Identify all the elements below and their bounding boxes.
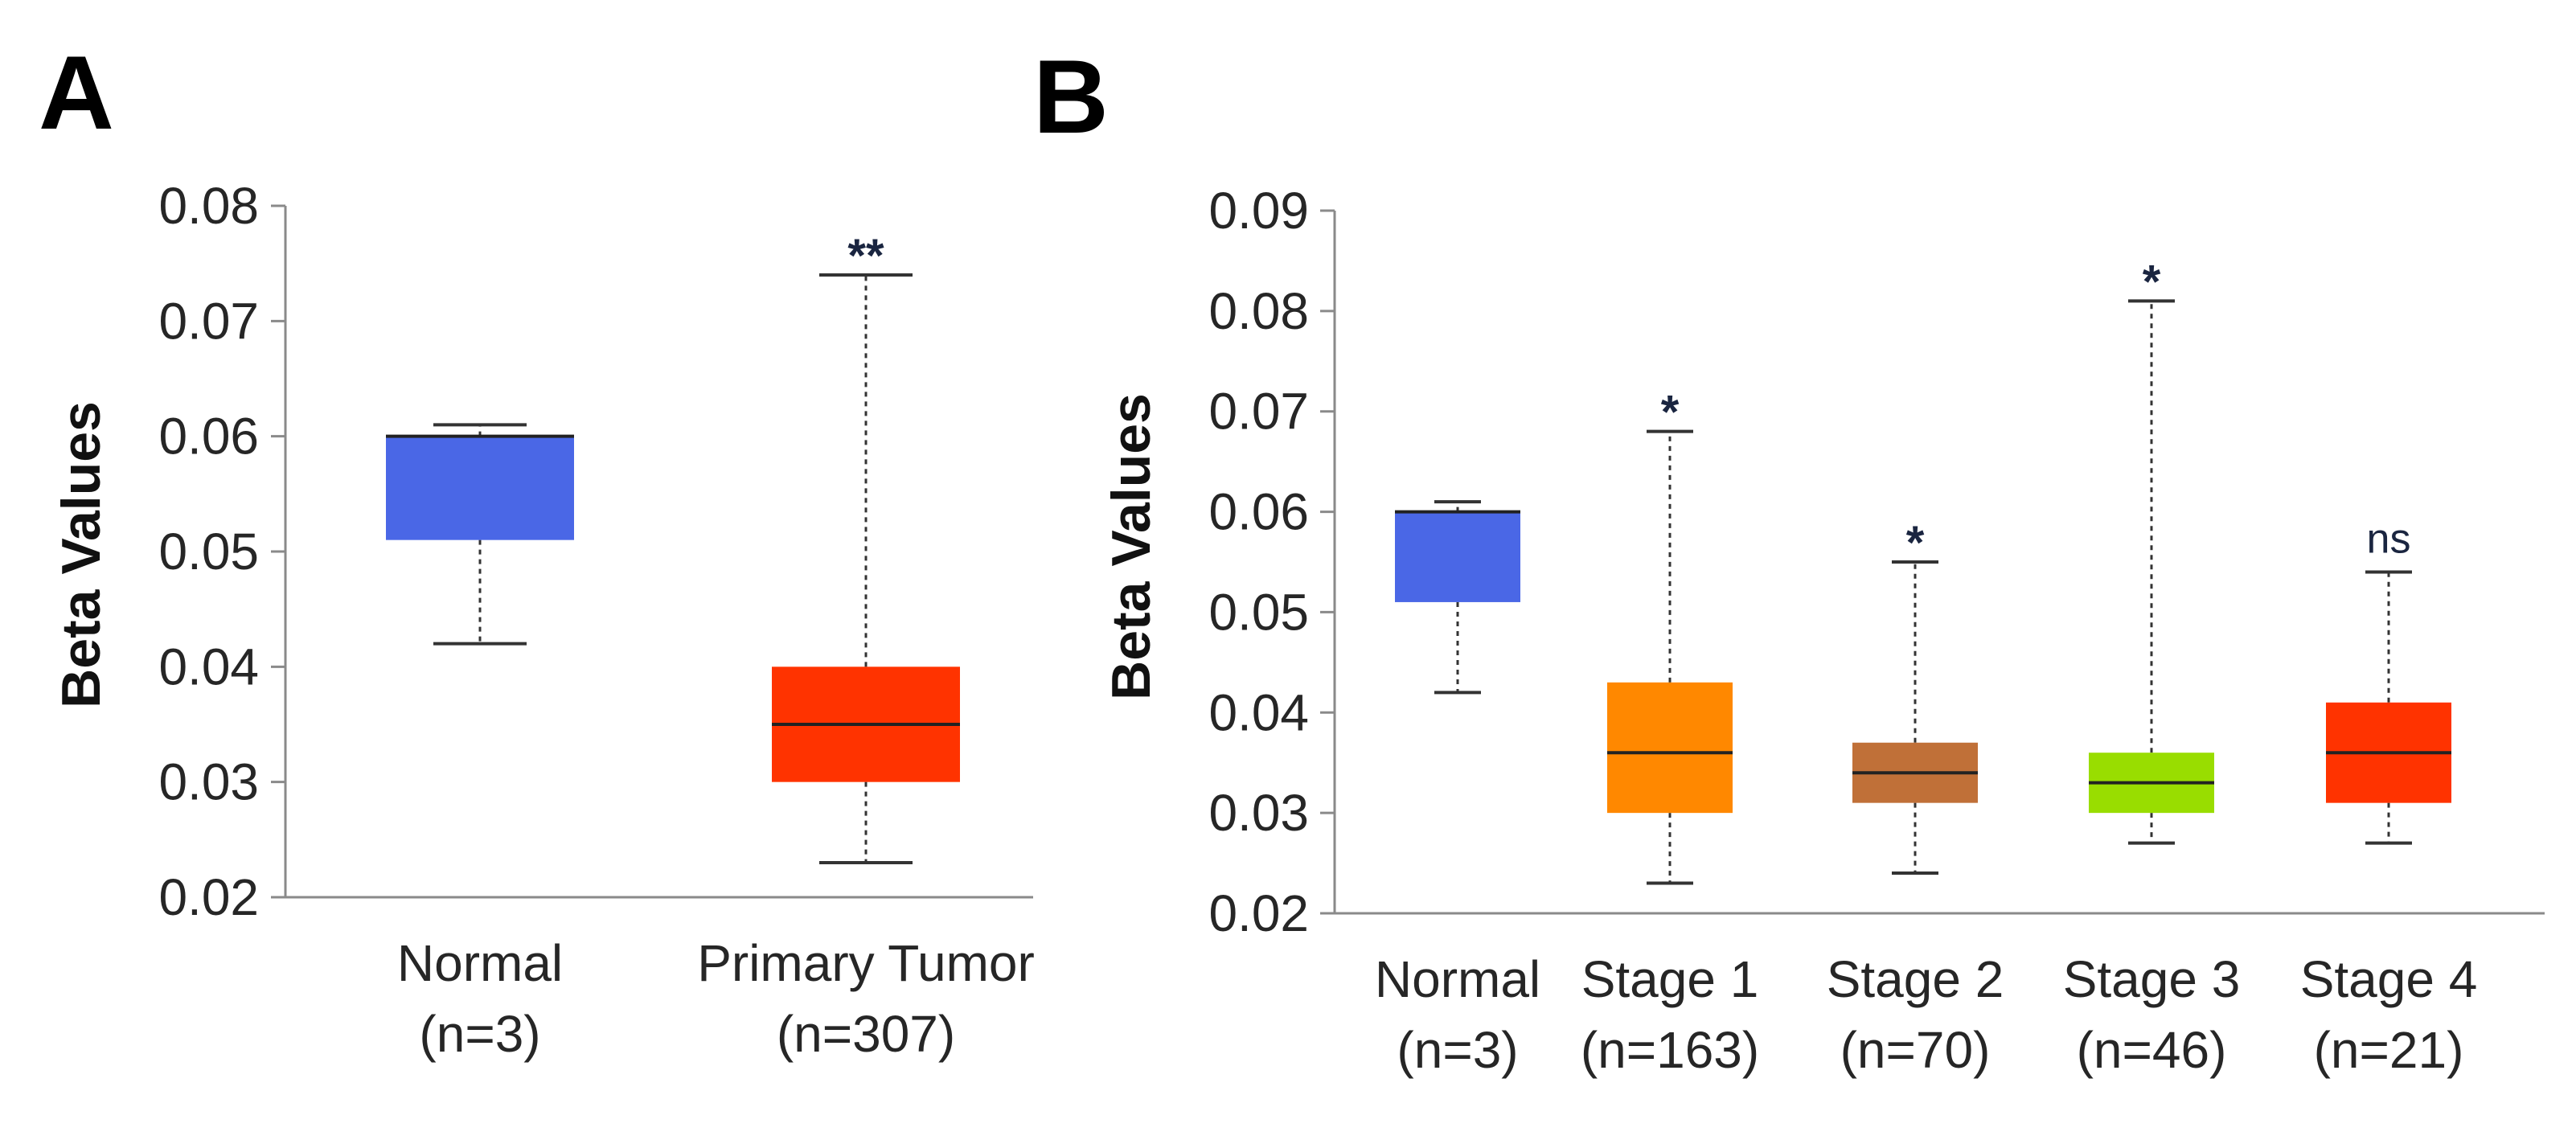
y-tick-label: 0.03 (158, 753, 259, 811)
iqr-box (386, 436, 574, 540)
box-group-stage-2: * (1852, 517, 1978, 876)
y-tick-label: 0.06 (158, 408, 259, 465)
category-label: Normal (1375, 950, 1540, 1008)
box-group-normal (1395, 500, 1520, 695)
category-label: Stage 3 (2063, 950, 2241, 1008)
significance-label: ns (2367, 515, 2411, 562)
panel-b: B Beta Values 0.090.080.070.060.050.040.… (1033, 38, 2545, 1079)
y-tick-label: 0.03 (1208, 784, 1309, 842)
y-tick-label: 0.09 (1208, 182, 1309, 240)
category-n-label: (n=46) (2077, 1021, 2227, 1079)
category-n-label: (n=3) (1397, 1021, 1518, 1079)
panel-a-boxes: ** (386, 230, 960, 864)
y-tick-label: 0.05 (1208, 583, 1309, 641)
significance-label: ** (847, 230, 884, 282)
box-group-stage-1: * (1607, 387, 1733, 885)
panel-b-letter: B (1033, 38, 1109, 155)
category-n-label: (n=307) (777, 1005, 955, 1063)
significance-label: * (1906, 517, 1925, 569)
iqr-box (1607, 682, 1733, 814)
y-tick-label: 0.06 (1208, 483, 1309, 541)
significance-label: * (2143, 256, 2161, 308)
panel-b-y-ticks: 0.09 0.08 0.07 0.06 0.05 0.04 0.03 0.02 (1208, 182, 1335, 942)
panel-a-category-labels: Normal (n=3) Primary Tumor (n=307) (397, 934, 1035, 1063)
panel-a-axes (284, 206, 1033, 899)
y-tick-label: 0.07 (158, 292, 259, 350)
y-tick-label: 0.05 (158, 523, 259, 580)
panel-b-boxes: * * * ns (1395, 256, 2451, 885)
panel-a-y-axis-label: Beta Values (51, 401, 112, 708)
category-label: Normal (397, 934, 563, 992)
panel-b-category-labels: Normal (n=3) Stage 1 (n=163) Stage 2 (n=70) St… (1375, 950, 2477, 1079)
y-tick-label: 0.02 (158, 868, 259, 926)
panel-a: A Beta Values 0.080.070.060.050.040.030.… (39, 34, 1035, 1063)
box-group-stage-3: * (2089, 256, 2214, 845)
panel-b-y-axis-label: Beta Values (1101, 393, 1162, 700)
category-n-label: (n=21) (2314, 1021, 2464, 1079)
category-n-label: (n=70) (1840, 1021, 1991, 1079)
y-tick-label: 0.04 (158, 638, 259, 695)
box-group-primary-tumor: ** (772, 230, 960, 864)
panel-a-y-ticks: 0.08 0.07 0.06 0.05 0.04 0.03 0.02 (158, 177, 285, 926)
y-tick-label: 0.04 (1208, 683, 1309, 741)
y-tick-label: 0.08 (1208, 282, 1309, 340)
category-n-label: (n=3) (419, 1005, 540, 1063)
panel-a-letter: A (39, 34, 114, 151)
y-tick-label: 0.07 (1208, 383, 1309, 441)
category-label: Stage 2 (1827, 950, 2004, 1008)
box-group-normal (386, 423, 574, 646)
y-tick-label: 0.02 (1208, 884, 1309, 942)
iqr-box (1395, 511, 1520, 602)
significance-label: * (1661, 387, 1680, 439)
category-label: Stage 1 (1581, 950, 1759, 1008)
panel-b-axes (1333, 211, 2545, 915)
box-group-stage-4: ns (2326, 515, 2451, 845)
category-label: Stage 4 (2300, 950, 2478, 1008)
category-label: Primary Tumor (697, 934, 1035, 992)
y-tick-label: 0.08 (158, 177, 259, 235)
category-n-label: (n=163) (1581, 1021, 1759, 1079)
